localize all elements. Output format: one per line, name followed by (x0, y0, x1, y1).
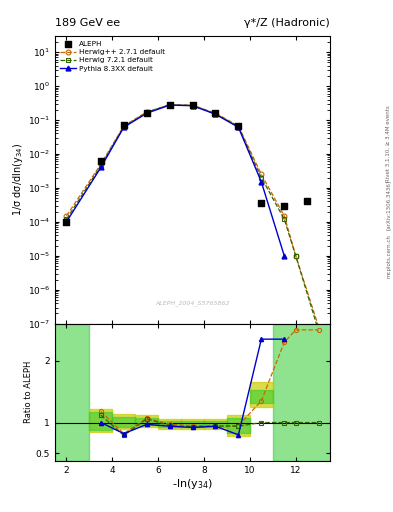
Herwig 7.2.1 default (259, 175, 264, 181)
Herwig 7.2.1 default (99, 163, 103, 169)
Bar (90, 409, 112, 432)
ALEPH (189, 101, 196, 109)
Herwig++ 2.7.1 default (144, 109, 149, 115)
Herwig++ 2.7.1 default (316, 324, 321, 330)
Pythia 8.3XX default (282, 253, 286, 259)
Pythia 8.3XX default (259, 179, 264, 185)
Herwig 7.2.1 default (316, 328, 321, 334)
Bar (112, 417, 135, 427)
Herwig 7.2.1 default (282, 216, 286, 222)
Herwig++ 2.7.1 default (236, 123, 241, 129)
Pythia 8.3XX default (99, 164, 103, 170)
Line: Herwig++ 2.7.1 default: Herwig++ 2.7.1 default (64, 102, 321, 329)
ALEPH (63, 218, 70, 226)
Herwig++ 2.7.1 default (99, 161, 103, 167)
Herwig 7.2.1 default (236, 124, 241, 130)
Bar (227, 415, 250, 436)
ALEPH (304, 197, 310, 205)
Herwig++ 2.7.1 default (64, 213, 69, 219)
ALEPH (143, 109, 150, 117)
Herwig++ 2.7.1 default (213, 110, 218, 116)
Herwig++ 2.7.1 default (190, 102, 195, 108)
Bar (181, 421, 204, 427)
ALEPH (167, 101, 173, 109)
ALEPH (258, 199, 264, 207)
Herwig 7.2.1 default (213, 111, 218, 117)
Herwig++ 2.7.1 default (167, 101, 172, 108)
Text: γ*/Z (Hadronic): γ*/Z (Hadronic) (244, 18, 330, 28)
Herwig 7.2.1 default (167, 102, 172, 108)
Pythia 8.3XX default (64, 219, 69, 225)
Herwig++ 2.7.1 default (259, 172, 264, 178)
Line: Herwig 7.2.1 default: Herwig 7.2.1 default (64, 102, 321, 334)
ALEPH (281, 202, 287, 210)
Bar (204, 419, 227, 429)
Pythia 8.3XX default (190, 102, 195, 109)
Bar (112, 414, 135, 429)
Pythia 8.3XX default (121, 124, 126, 131)
Bar (250, 391, 273, 403)
Bar (55, 324, 90, 461)
Line: Pythia 8.3XX default: Pythia 8.3XX default (64, 103, 287, 258)
X-axis label: -ln(y$_{34}$): -ln(y$_{34}$) (172, 477, 213, 492)
Y-axis label: 1/σ dσ/dln(y$_{34}$): 1/σ dσ/dln(y$_{34}$) (11, 143, 25, 216)
ALEPH (212, 110, 219, 118)
Bar (135, 418, 158, 425)
Pythia 8.3XX default (213, 111, 218, 117)
Bar (204, 421, 227, 427)
Bar (158, 421, 181, 427)
Pythia 8.3XX default (144, 110, 149, 116)
Text: mcplots.cern.ch: mcplots.cern.ch (386, 234, 391, 278)
Text: Rivet 3.1.10, ≥ 3.4M events: Rivet 3.1.10, ≥ 3.4M events (386, 105, 391, 182)
ALEPH (121, 121, 127, 130)
Text: ALEPH_2004_S5765862: ALEPH_2004_S5765862 (155, 301, 230, 307)
Bar (158, 419, 181, 429)
Herwig++ 2.7.1 default (121, 123, 126, 129)
Bar (135, 415, 158, 427)
Bar (273, 324, 330, 461)
Bar (90, 412, 112, 430)
Pythia 8.3XX default (236, 124, 241, 131)
Herwig 7.2.1 default (64, 216, 69, 222)
Text: 189 GeV ee: 189 GeV ee (55, 18, 120, 28)
Bar (227, 418, 250, 433)
Bar (181, 419, 204, 429)
ALEPH (98, 157, 104, 165)
Legend: ALEPH, Herwig++ 2.7.1 default, Herwig 7.2.1 default, Pythia 8.3XX default: ALEPH, Herwig++ 2.7.1 default, Herwig 7.… (59, 39, 166, 73)
Herwig 7.2.1 default (293, 253, 298, 259)
Pythia 8.3XX default (167, 102, 172, 108)
Bar (250, 382, 273, 407)
Herwig 7.2.1 default (190, 102, 195, 109)
ALEPH (235, 122, 242, 131)
Y-axis label: Ratio to ALEPH: Ratio to ALEPH (24, 361, 33, 423)
Herwig++ 2.7.1 default (282, 213, 286, 219)
Text: [arXiv:1306.3436]: [arXiv:1306.3436] (386, 180, 391, 230)
Herwig 7.2.1 default (144, 110, 149, 116)
Herwig 7.2.1 default (121, 124, 126, 130)
Herwig++ 2.7.1 default (293, 253, 298, 259)
